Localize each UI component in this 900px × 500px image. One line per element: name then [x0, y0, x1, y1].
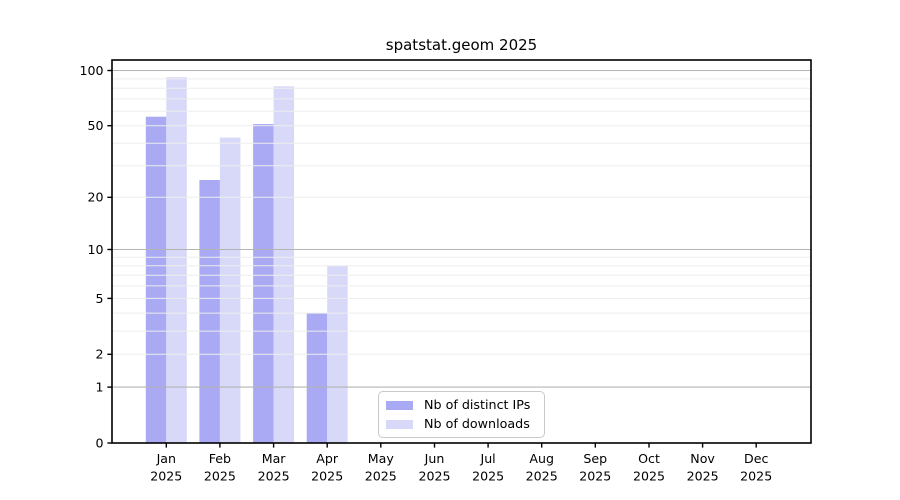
x-tick-label-dec: Dec [744, 451, 768, 466]
x-tick-label-oct: Oct [638, 451, 660, 466]
x-tick-year-may: 2025 [365, 469, 397, 484]
legend-item-downloads: Nb of downloads [386, 417, 536, 431]
bar-feb-ips [199, 180, 220, 443]
y-tick-label-20: 20 [87, 190, 103, 205]
x-tick-year-jun: 2025 [418, 469, 450, 484]
y-tick-label-50: 50 [87, 118, 103, 133]
x-tick-label-mar: Mar [262, 451, 287, 466]
bar-mar-downloads [273, 86, 295, 444]
x-tick-year-oct: 2025 [633, 469, 665, 484]
x-tick-year-aug: 2025 [526, 469, 558, 484]
bar-jan-ips [145, 116, 167, 443]
x-tick-year-jul: 2025 [472, 469, 504, 484]
legend: Nb of distinct IPs Nb of downloads [378, 391, 545, 438]
x-tick-label-sep: Sep [583, 451, 607, 466]
chart-title: spatstat.geom 2025 [385, 36, 538, 54]
x-tick-label-apr: Apr [316, 451, 339, 466]
legend-label-distinct-ips: Nb of distinct IPs [424, 397, 531, 412]
y-tick-label-2: 2 [95, 347, 103, 362]
x-tick-label-may: May [368, 451, 395, 466]
x-tick-label-jul: Jul [479, 451, 495, 466]
y-tick-label-10: 10 [87, 242, 103, 257]
legend-label-downloads: Nb of downloads [424, 416, 530, 431]
x-tick-year-jan: 2025 [150, 469, 182, 484]
x-tick-label-jun: Jun [424, 451, 445, 466]
x-tick-year-dec: 2025 [740, 469, 772, 484]
bar-jan-downloads [166, 77, 187, 443]
bar-apr-ips [306, 313, 328, 443]
x-tick-year-feb: 2025 [204, 469, 236, 484]
legend-item-distinct-ips: Nb of distinct IPs [386, 398, 536, 412]
legend-swatch-downloads-icon [386, 419, 413, 429]
x-tick-year-sep: 2025 [579, 469, 611, 484]
plot-box [111, 59, 812, 444]
y-tick-label-5: 5 [95, 291, 103, 306]
legend-swatch-distinct-ips-icon [386, 400, 413, 410]
x-tick-label-jan: Jan [156, 451, 176, 466]
y-tick-label-1: 1 [95, 380, 103, 395]
x-tick-year-nov: 2025 [687, 469, 719, 484]
bar-feb-downloads [219, 137, 241, 443]
y-tick-label-0: 0 [95, 435, 103, 450]
bar-mar-ips [253, 124, 274, 443]
x-tick-year-apr: 2025 [311, 469, 343, 484]
x-tick-label-feb: Feb [209, 451, 231, 466]
x-tick-year-mar: 2025 [258, 469, 290, 484]
x-tick-label-aug: Aug [529, 451, 554, 466]
y-tick-label-100: 100 [79, 63, 103, 78]
x-tick-label-nov: Nov [690, 451, 715, 466]
